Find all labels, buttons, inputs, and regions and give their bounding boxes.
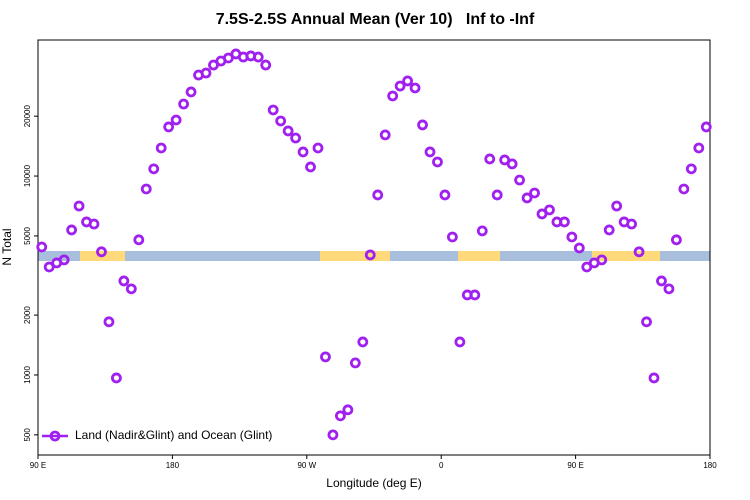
data-point [402,75,414,87]
data-point [693,142,705,154]
data-point [118,275,130,287]
y-tick-label: 20000 [23,104,32,127]
data-point [656,275,667,287]
data-point [155,142,167,154]
land-segment [458,251,500,261]
data-point [200,67,212,79]
data-point [626,218,637,230]
data-point [484,153,496,165]
data-point [648,372,660,384]
data-point [671,234,682,246]
data-point [566,231,578,243]
data-point [454,336,466,348]
data-point [267,104,279,116]
data-point [491,189,503,201]
legend-marker [49,430,61,442]
data-point [305,161,316,173]
data-point [394,80,406,92]
data-point [334,410,346,422]
data-point [432,156,443,168]
data-point [559,216,570,228]
x-tick-label: 90 W [297,461,316,470]
data-point [506,158,518,170]
data-point [544,204,555,216]
data-point [178,98,190,110]
data-point [148,163,160,175]
data-point [357,336,369,348]
x-tick-label: 0 [439,461,444,470]
data-point [275,115,287,127]
data-point [446,231,458,243]
data-point [252,51,264,63]
y-tick-label: 2000 [23,306,32,324]
data-point [66,224,77,236]
land-segment [592,251,660,261]
legend-label: Land (Nadir&Glint) and Ocean (Glint) [75,428,272,442]
data-point [678,183,690,195]
x-axis-label: Longitude (deg E) [326,476,421,490]
data-point [58,254,70,266]
x-tick-label: 90 E [567,461,583,470]
y-tick-label: 5000 [23,226,32,244]
data-point [424,146,436,158]
data-point [88,218,100,230]
data-point [633,246,645,258]
data-point [439,189,451,201]
data-point [297,146,309,158]
data-point [349,357,361,369]
data-point [409,82,421,94]
data-point [476,225,488,237]
data-point [641,316,652,328]
data-point [417,119,428,131]
data-point [96,246,107,258]
x-tick-label: 90 E [30,461,46,470]
data-point [521,192,533,204]
data-point [125,283,137,295]
data-point [260,59,272,71]
data-point [379,129,391,141]
data-point [611,200,623,212]
data-point [700,121,712,133]
data-point [36,241,48,253]
y-tick-label: 500 [23,428,32,442]
data-point [603,224,615,236]
data-point [290,132,302,144]
data-point [140,183,152,195]
data-point [163,121,175,133]
y-tick-label: 1000 [23,366,32,384]
data-point [133,234,145,246]
data-point [342,404,354,416]
plot-frame [37,39,711,456]
data-point [73,200,85,212]
data-point [282,125,294,137]
data-point [387,90,399,102]
y-tick-label: 10000 [23,164,32,187]
data-point [312,142,324,154]
data-point [469,289,481,301]
data-point [111,372,122,384]
data-point [573,242,585,254]
data-point [327,429,339,441]
land-segment [320,251,390,261]
x-tick-label: 180 [166,461,180,470]
data-point [364,249,376,261]
data-point [320,351,331,363]
data-point [529,187,540,199]
data-point [170,114,182,126]
chart-title: 7.5S-2.5S Annual Mean (Ver 10) Inf to -I… [216,11,535,28]
y-axis-label: N Total [0,228,14,265]
data-point [514,174,525,186]
x-tick-label: 180 [703,461,717,470]
data-point [596,254,608,266]
data-point [103,316,115,328]
data-point [685,163,697,175]
data-point [663,283,675,295]
data-point [372,189,384,201]
data-point [185,86,197,98]
